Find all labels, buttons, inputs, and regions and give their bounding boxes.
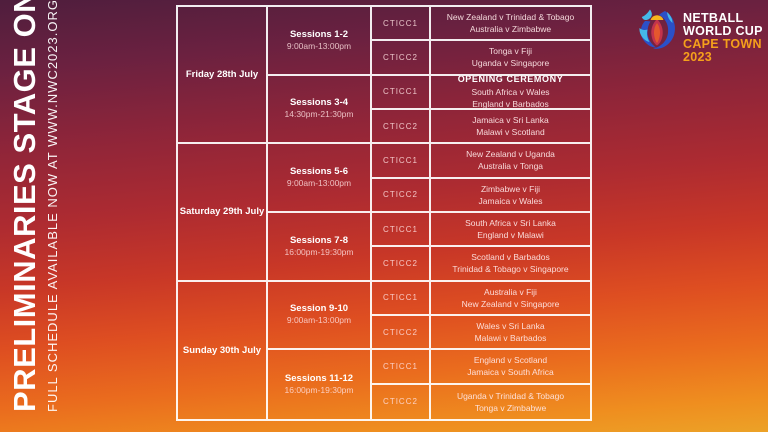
match-cell: Uganda v Trinidad & Tobago Tonga v Zimba… (431, 385, 590, 419)
logo-line-cape-town: CAPE TOWN 2023 (683, 37, 762, 64)
session-time: 16:00pm-19:30pm (284, 385, 354, 396)
page-title: PRELIMINARIES STAGE ONE (7, 0, 42, 412)
session-cell-9-10: Session 9-10 9:00am-13:00pm (268, 281, 372, 351)
session-cell-1-2: Sessions 1-2 9:00am-13:00pm (268, 7, 372, 76)
day-cell-friday: Friday 28th July (178, 7, 268, 145)
session-time: 9:00am-13:00pm (286, 315, 352, 326)
day-label: Friday 28th July (185, 69, 259, 81)
venue-cell-cticc1: CTICC1 (372, 212, 431, 248)
session-time: 9:00am-13:00pm (286, 178, 352, 189)
match-line: Jamaica v South Africa (467, 367, 554, 378)
match-line: Uganda v Trinidad & Tobago (456, 390, 565, 401)
match-line: Australia v Fiji (484, 286, 537, 297)
match-line: Jamaica v Wales (478, 195, 543, 206)
logo-line-world-cup: WORLD CUP (683, 23, 763, 38)
match-cell: Jamaica v Sri Lanka Malawi v Scotland (431, 110, 590, 145)
venue-cell-cticc1: CTICC1 (372, 144, 431, 179)
logo-line-netball: NETBALL (683, 11, 744, 25)
session-time: 9:00am-13:00pm (286, 40, 352, 51)
match-line: South Africa v Sri Lanka (465, 218, 556, 229)
match-line: Uganda v Singapore (471, 58, 550, 69)
session-cell-3-4: Sessions 3-4 14:30pm-21:30pm (268, 75, 372, 145)
match-cell: Tonga v Fiji Uganda v Singapore (431, 41, 590, 76)
session-cell-5-6: Sessions 5-6 9:00am-13:00pm (268, 144, 372, 213)
venue-cell-cticc1: CTICC1 (372, 281, 431, 316)
match-line: England v Malawi (477, 230, 544, 241)
session-title: Sessions 7-8 (289, 234, 349, 246)
match-line: Malawi v Scotland (476, 127, 545, 138)
match-line: Tonga v Zimbabwe (474, 402, 547, 413)
match-line: South Africa v Wales (471, 86, 550, 97)
session-cell-11-12: Sessions 11-12 16:00pm-19:30pm (268, 350, 372, 419)
match-line: Australia v Zimbabwe (469, 24, 552, 35)
session-title: Sessions 1-2 (289, 28, 349, 40)
match-line: Zimbabwe v Fiji (480, 183, 541, 194)
venue-cell-cticc2: CTICC2 (372, 109, 431, 145)
opening-ceremony-label: OPENING CEREMONY (457, 75, 564, 84)
match-cell: Scotland v Barbados Trinidad & Tobago v … (431, 247, 590, 282)
match-line: Malawi v Barbados (474, 333, 547, 344)
venue-cell-cticc2: CTICC2 (372, 178, 431, 213)
match-line: New Zealand v Trinidad & Tobago (446, 12, 575, 23)
day-cell-saturday: Saturday 29th July (178, 144, 268, 282)
match-cell: New Zealand v Uganda Australia v Tonga (431, 144, 590, 179)
venue-cell-cticc2: CTICC2 (372, 247, 431, 282)
match-line: England v Barbados (472, 98, 549, 109)
day-label: Saturday 29th July (179, 206, 265, 218)
match-line: New Zealand v Uganda (466, 149, 555, 160)
match-line: England v Scotland (473, 355, 548, 366)
match-line: Jamaica v Sri Lanka (472, 115, 549, 126)
day-cell-sunday: Sunday 30th July (178, 281, 268, 419)
logo-wordmark: NETBALL WORLD CUP CAPE TOWN 2023 (683, 12, 768, 63)
match-line: Trinidad & Tobago v Singapore (452, 264, 569, 275)
netball-world-cup-logo-icon (639, 9, 676, 49)
match-cell-opening-ceremony: OPENING CEREMONY South Africa v Wales En… (431, 76, 590, 110)
session-cell-7-8: Sessions 7-8 16:00pm-19:30pm (268, 212, 372, 282)
match-line: Australia v Tonga (477, 161, 544, 172)
match-line: Tonga v Fiji (489, 46, 532, 57)
match-line: Scotland v Barbados (471, 252, 550, 263)
schedule-url-subtitle: FULL SCHEDULE AVAILABLE NOW AT WWW.NWC20… (45, 0, 60, 412)
venue-cell-cticc2: CTICC2 (372, 41, 431, 76)
match-cell: Australia v Fiji New Zealand v Singapore (431, 282, 590, 316)
match-cell: Wales v Sri Lanka Malawi v Barbados (431, 316, 590, 351)
match-cell: New Zealand v Trinidad & Tobago Australi… (431, 7, 590, 42)
match-line: New Zealand v Singapore (461, 298, 560, 309)
schedule-table: Friday 28th July Sessions 1-2 9:00am-13:… (176, 5, 592, 421)
match-cell: Zimbabwe v Fiji Jamaica v Wales (431, 179, 590, 213)
session-title: Sessions 11-12 (284, 373, 354, 385)
venue-cell-cticc1: CTICC1 (372, 350, 431, 385)
day-label: Sunday 30th July (182, 344, 262, 356)
session-title: Sessions 3-4 (289, 97, 349, 109)
venue-cell-cticc1: CTICC1 (372, 75, 431, 110)
netball-world-cup-logo: NETBALL WORLD CUP CAPE TOWN 2023 (637, 8, 768, 63)
session-time: 14:30pm-21:30pm (284, 109, 354, 120)
match-line: Wales v Sri Lanka (476, 321, 545, 332)
match-cell: England v Scotland Jamaica v South Afric… (431, 350, 590, 385)
session-time: 16:00pm-19:30pm (284, 246, 354, 257)
side-titles: PRELIMINARIES STAGE ONE FULL SCHEDULE AV… (7, 0, 64, 412)
venue-cell-cticc2: CTICC2 (372, 384, 431, 419)
session-title: Sessions 5-6 (289, 166, 349, 178)
match-cell: South Africa v Sri Lanka England v Malaw… (431, 213, 590, 248)
session-title: Session 9-10 (289, 303, 349, 315)
venue-cell-cticc2: CTICC2 (372, 315, 431, 351)
venue-cell-cticc1: CTICC1 (372, 7, 431, 42)
